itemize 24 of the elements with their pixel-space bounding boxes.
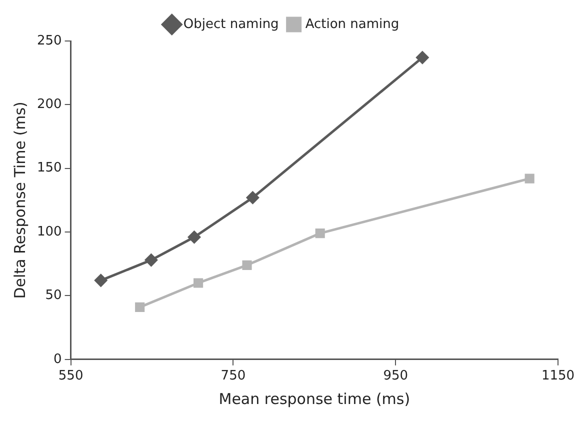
y-tick-label: 100: [36, 224, 62, 240]
x-axis-title: Mean response time (ms): [218, 390, 410, 408]
point: [144, 254, 158, 266]
y-tick-label: 50: [45, 288, 62, 304]
point: [94, 274, 108, 287]
y-tick-label: 0: [54, 352, 62, 367]
legend-label: Action naming: [305, 16, 400, 32]
point: [135, 302, 145, 312]
point: [246, 191, 259, 204]
y-axis-title: Delta Response Time (ms): [10, 102, 29, 299]
point: [315, 228, 325, 238]
x-tick-label: 1150: [541, 368, 575, 384]
point: [242, 260, 252, 270]
point: [188, 230, 200, 244]
legend-label: Object naming: [183, 16, 279, 32]
x-tick-label: 950: [383, 368, 408, 384]
y-tick-label: 250: [36, 33, 62, 48]
y-tick-label: 200: [36, 97, 62, 112]
point: [416, 51, 429, 64]
x-tick-label: 550: [58, 368, 84, 384]
x-tick-label: 750: [220, 368, 246, 384]
point: [524, 174, 534, 184]
y-tick-label: 150: [36, 160, 62, 176]
point: [194, 278, 204, 288]
